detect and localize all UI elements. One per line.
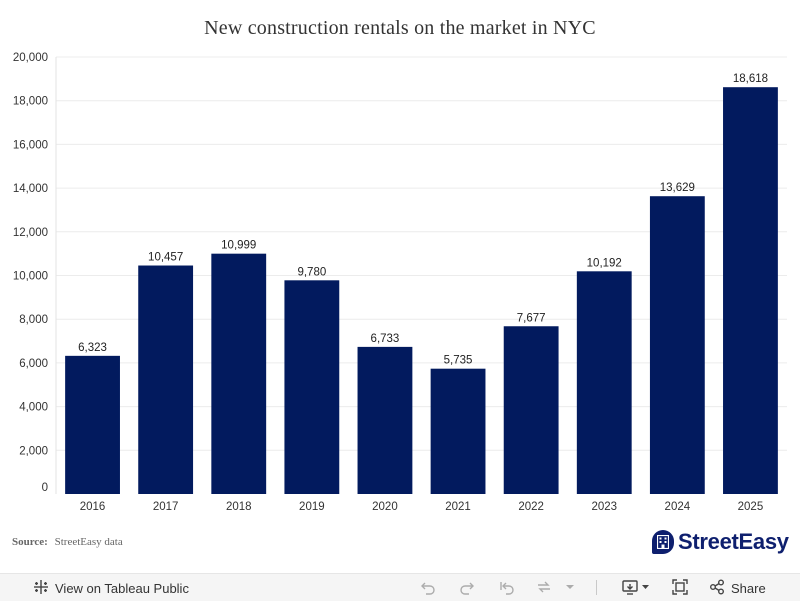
x-tick-label: 2021 xyxy=(445,501,471,513)
y-tick-label: 20,000 xyxy=(13,52,48,64)
streeteasy-logo[interactable]: StreetEasy xyxy=(652,528,789,556)
bar-value-label: 10,999 xyxy=(221,240,256,252)
bar-value-label: 10,457 xyxy=(148,252,183,264)
y-tick-label: 0 xyxy=(42,482,48,494)
x-tick-label: 2016 xyxy=(80,501,106,513)
bar xyxy=(503,326,559,494)
share-label: Share xyxy=(731,581,766,596)
toolbar-divider xyxy=(596,580,597,595)
revert-icon[interactable] xyxy=(499,579,515,595)
bar-chart: 0 2,000 4,000 6,000 8,000 10,000 12,000 14,000 1… xyxy=(13,52,787,513)
bar-value-label: 13,629 xyxy=(660,182,695,194)
x-tick-label: 2025 xyxy=(738,501,764,513)
bar xyxy=(357,346,413,494)
x-tick-label: 2023 xyxy=(591,501,617,513)
share-button[interactable]: Share xyxy=(709,579,766,598)
bar xyxy=(211,253,267,494)
bar xyxy=(576,271,632,494)
bar xyxy=(65,355,120,494)
y-tick-label: 12,000 xyxy=(13,227,48,239)
source-note: Source: StreetEasy data xyxy=(12,536,123,548)
download-icon[interactable] xyxy=(622,579,650,595)
building-icon xyxy=(652,530,674,554)
tableau-icon xyxy=(33,579,49,598)
source-text: StreetEasy data xyxy=(54,536,123,548)
x-tick-label: 2022 xyxy=(518,501,544,513)
refresh-icon[interactable] xyxy=(536,579,552,595)
chart-title: New construction rentals on the market i… xyxy=(204,17,596,39)
bar xyxy=(284,280,340,494)
source-label: Source: xyxy=(12,536,48,548)
x-tick-label: 2020 xyxy=(372,501,398,513)
y-tick-label: 14,000 xyxy=(13,183,48,195)
undo-icon[interactable] xyxy=(420,579,436,595)
y-tick-label: 8,000 xyxy=(19,314,48,326)
bar xyxy=(649,196,705,494)
share-icon xyxy=(709,579,725,598)
logo-text: StreetEasy xyxy=(678,529,789,554)
y-tick-label: 2,000 xyxy=(19,445,48,457)
x-tick-label: 2017 xyxy=(153,501,179,513)
bar xyxy=(723,87,778,494)
bar-value-label: 18,618 xyxy=(733,73,768,85)
y-tick-label: 4,000 xyxy=(19,402,48,414)
y-tick-label: 10,000 xyxy=(13,271,48,283)
bar-value-label: 5,735 xyxy=(444,355,473,367)
bar-value-label: 7,677 xyxy=(517,312,546,324)
y-tick-label: 16,000 xyxy=(13,139,48,151)
fullscreen-icon[interactable] xyxy=(672,579,688,595)
x-tick-label: 2019 xyxy=(299,501,325,513)
x-tick-label: 2018 xyxy=(226,501,252,513)
y-tick-label: 18,000 xyxy=(13,96,48,108)
y-tick-label: 6,000 xyxy=(19,358,48,370)
x-tick-label: 2024 xyxy=(665,501,691,513)
dropdown-icon[interactable] xyxy=(565,579,575,595)
bar-value-label: 9,780 xyxy=(297,266,326,278)
bar xyxy=(138,265,194,494)
bar-value-label: 6,323 xyxy=(78,342,107,354)
view-on-tableau-label: View on Tableau Public xyxy=(55,581,189,596)
bar-value-label: 10,192 xyxy=(587,257,622,269)
redo-icon[interactable] xyxy=(459,579,475,595)
tableau-toolbar: View on Tableau Public xyxy=(0,573,800,601)
bar xyxy=(430,368,486,494)
bar-value-label: 6,733 xyxy=(371,333,400,345)
view-on-tableau-link[interactable]: View on Tableau Public xyxy=(33,579,189,598)
